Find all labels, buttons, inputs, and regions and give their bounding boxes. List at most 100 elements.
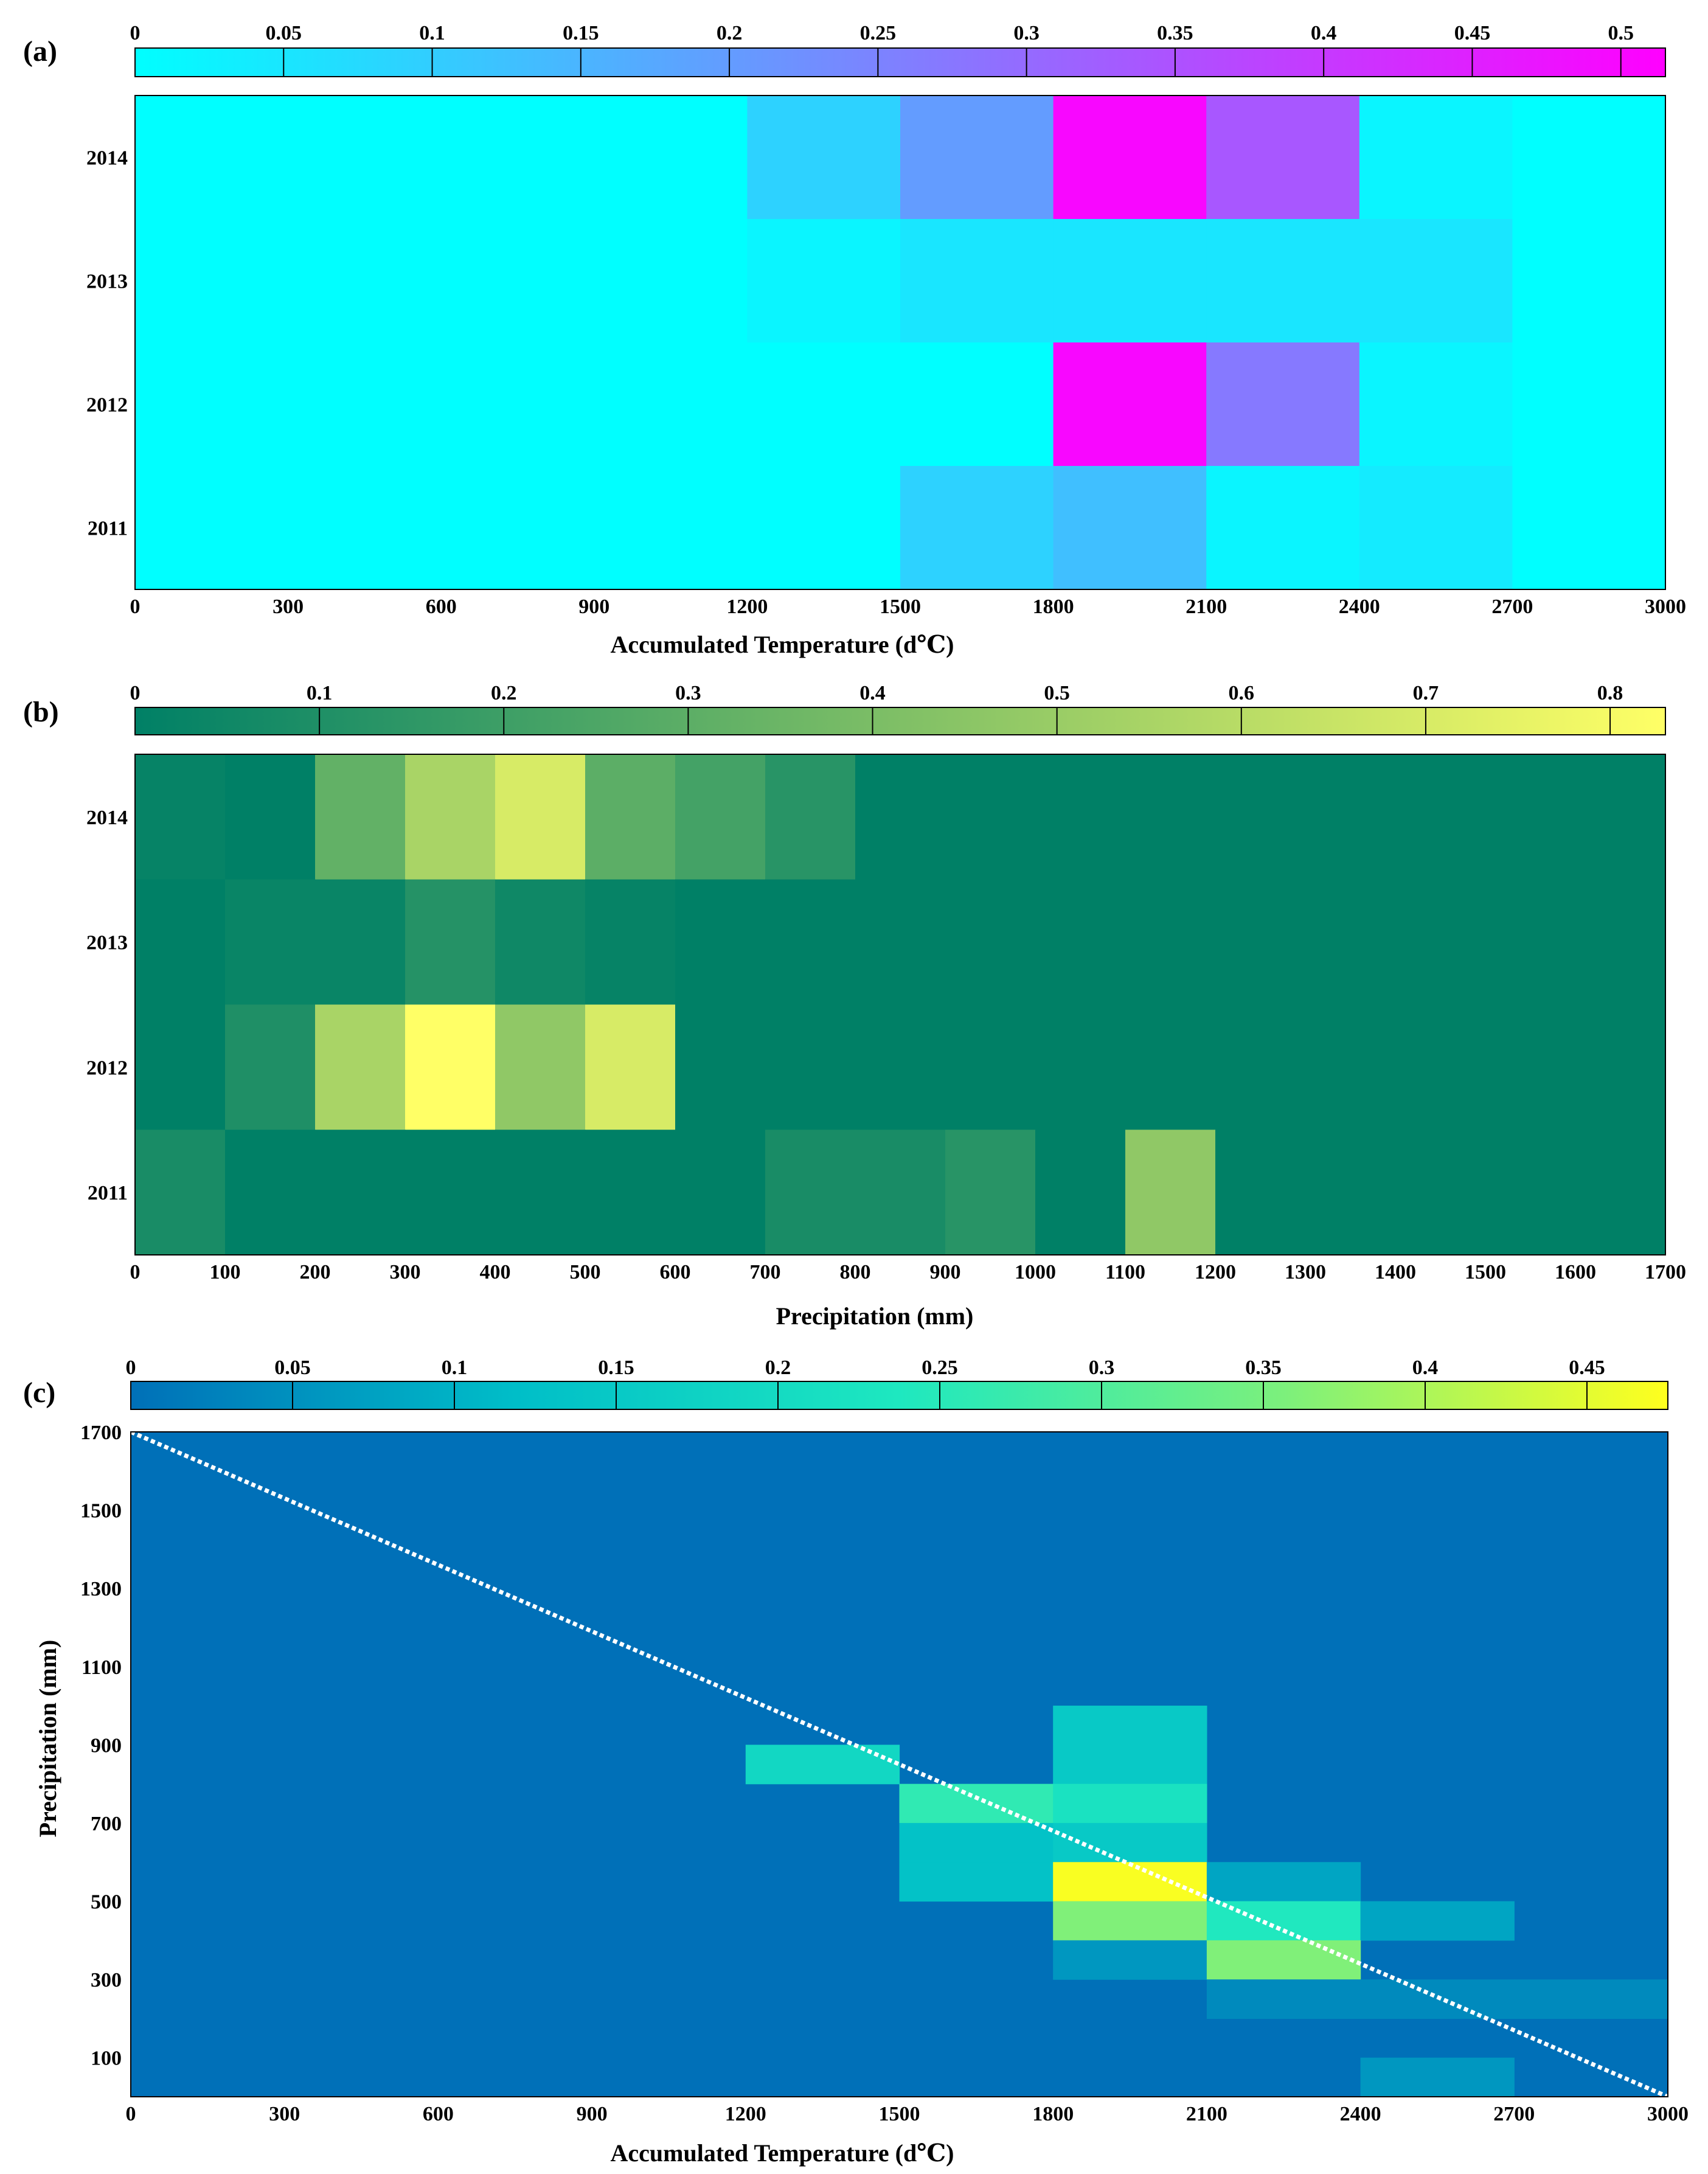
x-axis-label-b: Precipitation (mm) — [776, 1302, 974, 1330]
y-tick-label: 2013 — [86, 932, 128, 954]
heatmap-cell — [1359, 219, 1513, 343]
x-tick-label: 1200 — [726, 596, 768, 618]
colorbar-tick-label: 0.2 — [717, 22, 743, 44]
heatmap-cell — [135, 1130, 226, 1255]
colorbar-tick-label: 0.45 — [1569, 1356, 1605, 1379]
x-tick-label: 900 — [578, 596, 609, 618]
heatmap-cell — [765, 1004, 856, 1130]
heatmap-b — [135, 754, 1666, 1255]
heatmap-cell — [900, 96, 1054, 220]
heatmap-cell — [855, 879, 946, 1005]
heatmap-cell — [135, 879, 226, 1005]
x-tick-label: 1600 — [1555, 1261, 1596, 1283]
heatmap-cell — [765, 879, 856, 1005]
heatmap-cell — [135, 342, 289, 467]
heatmap-cell — [1514, 1979, 1668, 2019]
heatmap-cell — [900, 466, 1054, 590]
heatmap-cell — [747, 466, 901, 590]
heatmap-cell — [945, 1130, 1036, 1255]
x-tick-label: 1200 — [725, 2103, 766, 2125]
axes-c: 0 300 600 900 1200 1500 1800 2100 2400 2700 3000 10… — [80, 1422, 1689, 2125]
heatmap-cell — [135, 754, 226, 880]
heatmap-cell — [1395, 1004, 1486, 1130]
x-tick-label: 1100 — [1105, 1261, 1145, 1283]
heatmap-cell — [135, 219, 289, 343]
heatmap-cell — [288, 342, 442, 467]
heatmap-cell — [765, 1130, 856, 1255]
plot-frame-c — [130, 1431, 1668, 2097]
colorbar-bar-b — [134, 707, 1666, 735]
heatmap-cell — [225, 1004, 316, 1130]
x-tick-label: 1500 — [879, 2103, 920, 2125]
plot-frame-a — [134, 95, 1666, 590]
panel-c: (c) 0 0.05 0.1 0.15 0.2 0.25 0.3 0.35 0.4 0.45 0 3… — [23, 1356, 1689, 2167]
heatmap-cell — [405, 754, 496, 880]
heatmap-cell — [225, 754, 316, 880]
heatmap-cell — [315, 754, 406, 880]
y-tick-label: 900 — [91, 1734, 122, 1757]
heatmap-cell — [747, 96, 901, 220]
colorbar-a: 0 0.05 0.1 0.15 0.2 0.25 0.3 0.35 0.4 0.45 0.5 — [130, 22, 1666, 77]
heatmap-cell — [747, 219, 901, 343]
heatmap-cell — [675, 1004, 766, 1130]
axes-b: 0 100 200 300 400 500 600 700 800 900 1000 1100 1200… — [86, 754, 1686, 1283]
heatmap-cell — [1053, 1783, 1207, 1824]
heatmap-cell — [1485, 1004, 1576, 1130]
heatmap-cell — [315, 1130, 406, 1255]
heatmap-cell — [594, 96, 748, 220]
heatmap-cell — [1035, 1130, 1126, 1255]
colorbar-tick-label: 0.45 — [1454, 22, 1491, 44]
x-axis-label-a: Accumulated Temperature (d℃) — [611, 631, 954, 658]
heatmap-cell — [855, 754, 946, 880]
colorbar-tick-label: 0 — [130, 22, 141, 44]
colorbar-tick-label: 0.7 — [1413, 682, 1439, 704]
heatmap-cell — [1206, 96, 1360, 220]
x-tick-label: 1700 — [1645, 1261, 1686, 1283]
colorbar-c: 0 0.05 0.1 0.15 0.2 0.25 0.3 0.35 0.4 0.45 — [126, 1356, 1668, 1410]
heatmap-c — [130, 1429, 1669, 2099]
x-tick-label: 2700 — [1493, 2103, 1535, 2125]
heatmap-cell — [1485, 879, 1576, 1005]
heatmap-cell — [675, 754, 766, 880]
x-tick-label: 600 — [426, 596, 457, 618]
y-tick-label: 1500 — [80, 1500, 122, 1523]
x-tick-label: 1500 — [880, 596, 921, 618]
heatmap-cell — [1053, 219, 1207, 343]
x-tick-label: 3000 — [1647, 2103, 1689, 2125]
heatmap-cell — [1053, 342, 1207, 467]
colorbar-tick-label: 0.2 — [765, 1356, 791, 1379]
heatmap-cell — [765, 754, 856, 880]
heatmap-cell — [1395, 879, 1486, 1005]
y-tick-label: 2013 — [86, 271, 128, 293]
heatmap-cell — [135, 96, 289, 220]
colorbar-tick-label: 0.1 — [307, 682, 333, 704]
heatmap-cell — [1305, 1130, 1396, 1255]
heatmap-cell — [405, 1004, 496, 1130]
panel-label-c: (c) — [23, 1377, 55, 1409]
x-tick-label: 800 — [840, 1261, 871, 1283]
heatmap-cell — [1215, 1130, 1306, 1255]
heatmap-cell — [1359, 466, 1513, 590]
colorbar-tick-label: 0.35 — [1157, 22, 1193, 44]
axes-a: 0 300 600 900 1200 1500 1800 2100 2400 2700 3000 20… — [86, 95, 1686, 618]
heatmap-cell — [1053, 1940, 1207, 1980]
heatmap-cell — [585, 754, 676, 880]
colorbar-bar-c — [130, 1381, 1668, 1410]
heatmap-cell — [315, 879, 406, 1005]
x-tick-label: 900 — [930, 1261, 961, 1283]
heatmap-cell — [135, 466, 289, 590]
heatmap-cell — [1575, 1130, 1666, 1255]
y-axis-label-c: Precipitation (mm) — [34, 1640, 61, 1838]
heatmap-cell — [1512, 219, 1666, 343]
x-tick-label: 400 — [480, 1261, 511, 1283]
heatmap-cell — [441, 96, 595, 220]
colorbar-tick-label: 0.25 — [860, 22, 897, 44]
heatmap-cell — [675, 1130, 766, 1255]
colorbar-tick-label: 0.3 — [1089, 1356, 1115, 1379]
heatmap-cell — [1125, 1130, 1216, 1255]
heatmap-cell — [1053, 96, 1207, 220]
colorbar-tick-label: 0.4 — [1412, 1356, 1439, 1379]
heatmap-cell — [1395, 1130, 1486, 1255]
heatmap-cell — [1125, 879, 1216, 1005]
heatmap-cell — [1206, 1862, 1361, 1902]
